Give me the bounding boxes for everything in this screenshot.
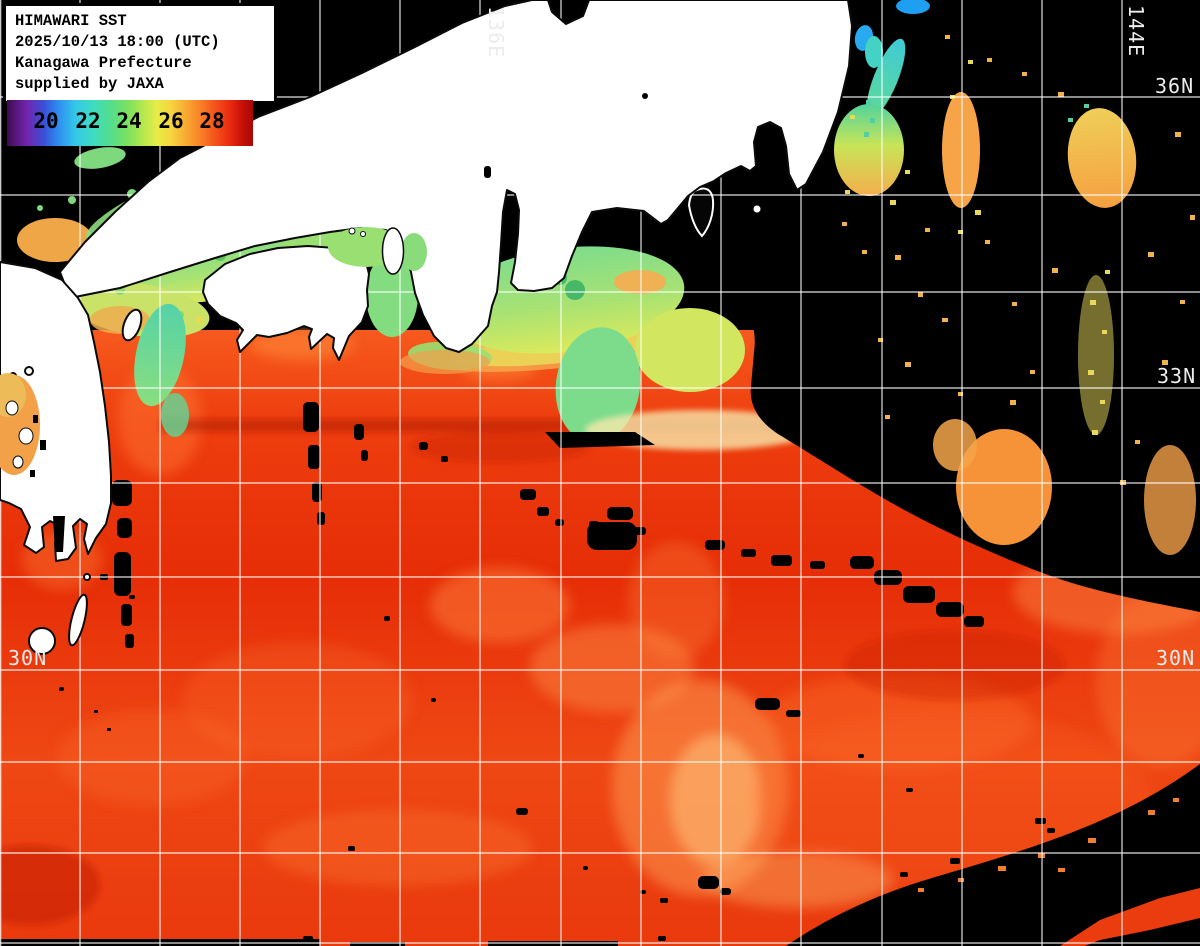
land-overlays xyxy=(0,93,762,552)
kagoshima-bay xyxy=(53,516,65,552)
sea-cloud-speckles xyxy=(59,402,1055,941)
colorbar-tick: 20 xyxy=(33,109,59,133)
info-datetime: 2025/10/13 18:00 (UTC) xyxy=(15,33,220,51)
island-awaji xyxy=(381,227,405,275)
colorbar-tick: 22 xyxy=(75,109,101,133)
info-attribution: supplied by JAXA xyxy=(15,75,164,93)
colorbar-tick: 24 xyxy=(116,109,142,133)
lat-label-33n: 33N xyxy=(1157,364,1197,388)
lon-label-144e: 144E xyxy=(1124,5,1148,58)
lat-label-30n-left: 30N xyxy=(8,646,48,670)
lat-label-30n-right: 30N xyxy=(1156,646,1196,670)
land-kyushu xyxy=(0,261,112,562)
info-box: HIMAWARI SST 2025/10/13 18:00 (UTC) Kana… xyxy=(3,3,277,104)
land-honshu xyxy=(59,0,853,353)
colorbar-tick: 28 xyxy=(199,109,225,133)
island-oshima xyxy=(752,204,762,214)
island-tanegashima xyxy=(68,593,88,647)
colorbar-tick: 26 xyxy=(158,109,184,133)
colorbar-ticks: 20 22 24 26 28 xyxy=(7,109,253,137)
sst-colorbar: 20 22 24 26 28 xyxy=(7,100,253,146)
cape-sada xyxy=(121,308,143,342)
lat-label-36n: 36N xyxy=(1155,74,1195,98)
island-yakushima xyxy=(28,627,56,655)
lon-label-136e: 136E xyxy=(484,6,508,59)
info-title: HIMAWARI SST xyxy=(15,12,127,30)
lake-biwa xyxy=(484,166,491,178)
info-region: Kanagawa Prefecture xyxy=(15,54,192,72)
